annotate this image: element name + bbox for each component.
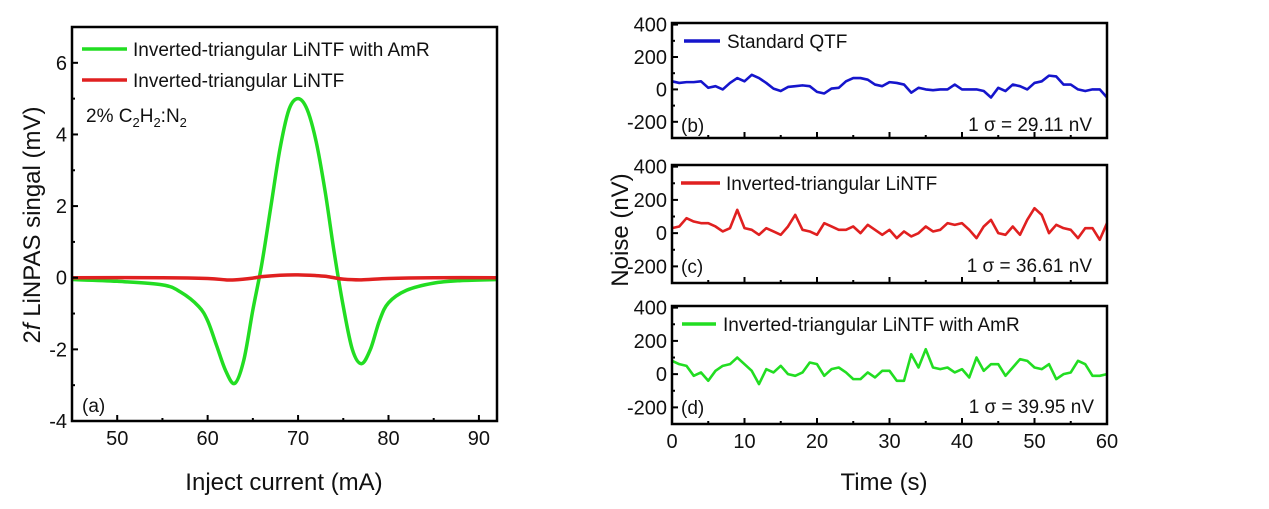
sigma-label-b: 1 σ = 29.11 nV xyxy=(968,115,1092,136)
legend-label-a-0: Inverted-triangular LiNTF with AmR xyxy=(133,40,430,61)
y-tick-label: 200 xyxy=(634,47,667,69)
y-tick-label: 4 xyxy=(56,124,67,146)
series-line-3-0 xyxy=(671,347,1108,386)
x-tick-label: 60 xyxy=(1096,431,1118,453)
x-axis-label-a: Inject current (mA) xyxy=(185,469,382,496)
x-tick-label: 0 xyxy=(666,431,677,453)
x-tick-label: 80 xyxy=(377,428,399,450)
y-tick-label: 2 xyxy=(56,196,67,218)
x-tick-label: 50 xyxy=(1023,431,1045,453)
x-tick-label: 70 xyxy=(287,428,309,450)
y-tick-label: 6 xyxy=(56,53,67,75)
y-tick-label: 0 xyxy=(656,79,667,101)
panel-a: 50 60 70 80 90 -4 -2 0 2 4 6 xyxy=(49,25,499,450)
panel-c: -200 0 200 400 xyxy=(627,157,1109,285)
panel-d: 0 10 20 30 40 50 60 -200 0 200 400 xyxy=(627,298,1118,453)
y-tick-label: 200 xyxy=(634,190,667,212)
x-tick-label: 90 xyxy=(468,428,490,450)
series-line-1-0 xyxy=(671,73,1108,99)
y-axis-label-a: 2f LiNPAS singal (mV) xyxy=(19,107,46,344)
panel-label-b: (b) xyxy=(681,116,704,137)
y-tick-label: -200 xyxy=(627,112,667,134)
panel-label-d: (d) xyxy=(681,398,704,419)
series-line-0-1 xyxy=(71,273,498,282)
plot-frame xyxy=(70,25,499,423)
x-tick-label: 30 xyxy=(878,431,900,453)
y-axis-label-noise: Noise (nV) xyxy=(607,173,634,286)
gas-annotation: 2% C2H2:N2 xyxy=(86,106,187,130)
y-tick-label: 400 xyxy=(634,15,667,37)
panel-label-c: (c) xyxy=(681,257,703,278)
x-axis-label-time: Time (s) xyxy=(840,469,927,496)
panel-label-a: (a) xyxy=(82,396,105,417)
sigma-label-d: 1 σ = 39.95 nV xyxy=(969,397,1095,418)
y-tick-label: -4 xyxy=(49,411,67,433)
legend-label-c: Inverted-triangular LiNTF xyxy=(726,174,937,195)
y-tick-label: 200 xyxy=(634,331,667,353)
y-tick-label: 0 xyxy=(656,364,667,386)
y-tick-label: 0 xyxy=(656,223,667,245)
x-tick-label: 10 xyxy=(733,431,755,453)
legend-label-a-1: Inverted-triangular LiNTF xyxy=(133,71,344,92)
x-tick-label: 50 xyxy=(106,428,128,450)
x-tick-label: 40 xyxy=(951,431,973,453)
y-tick-label: -2 xyxy=(49,339,67,361)
y-tick-label: -200 xyxy=(627,256,667,278)
series-line-0-0 xyxy=(71,96,498,386)
panel-b: -200 0 200 400 xyxy=(627,15,1109,140)
y-tick-label: 400 xyxy=(634,157,667,179)
legend-label-d: Inverted-triangular LiNTF with AmR xyxy=(723,315,1020,336)
y-tick-label: -200 xyxy=(627,397,667,419)
sigma-label-c: 1 σ = 36.61 nV xyxy=(967,256,1093,277)
y-tick-label: 400 xyxy=(634,298,667,320)
series-line-2-0 xyxy=(671,206,1109,242)
y-tick-label: 0 xyxy=(56,268,67,290)
legend-label-b: Standard QTF xyxy=(727,32,847,53)
x-tick-label: 60 xyxy=(197,428,219,450)
x-tick-label: 20 xyxy=(806,431,828,453)
